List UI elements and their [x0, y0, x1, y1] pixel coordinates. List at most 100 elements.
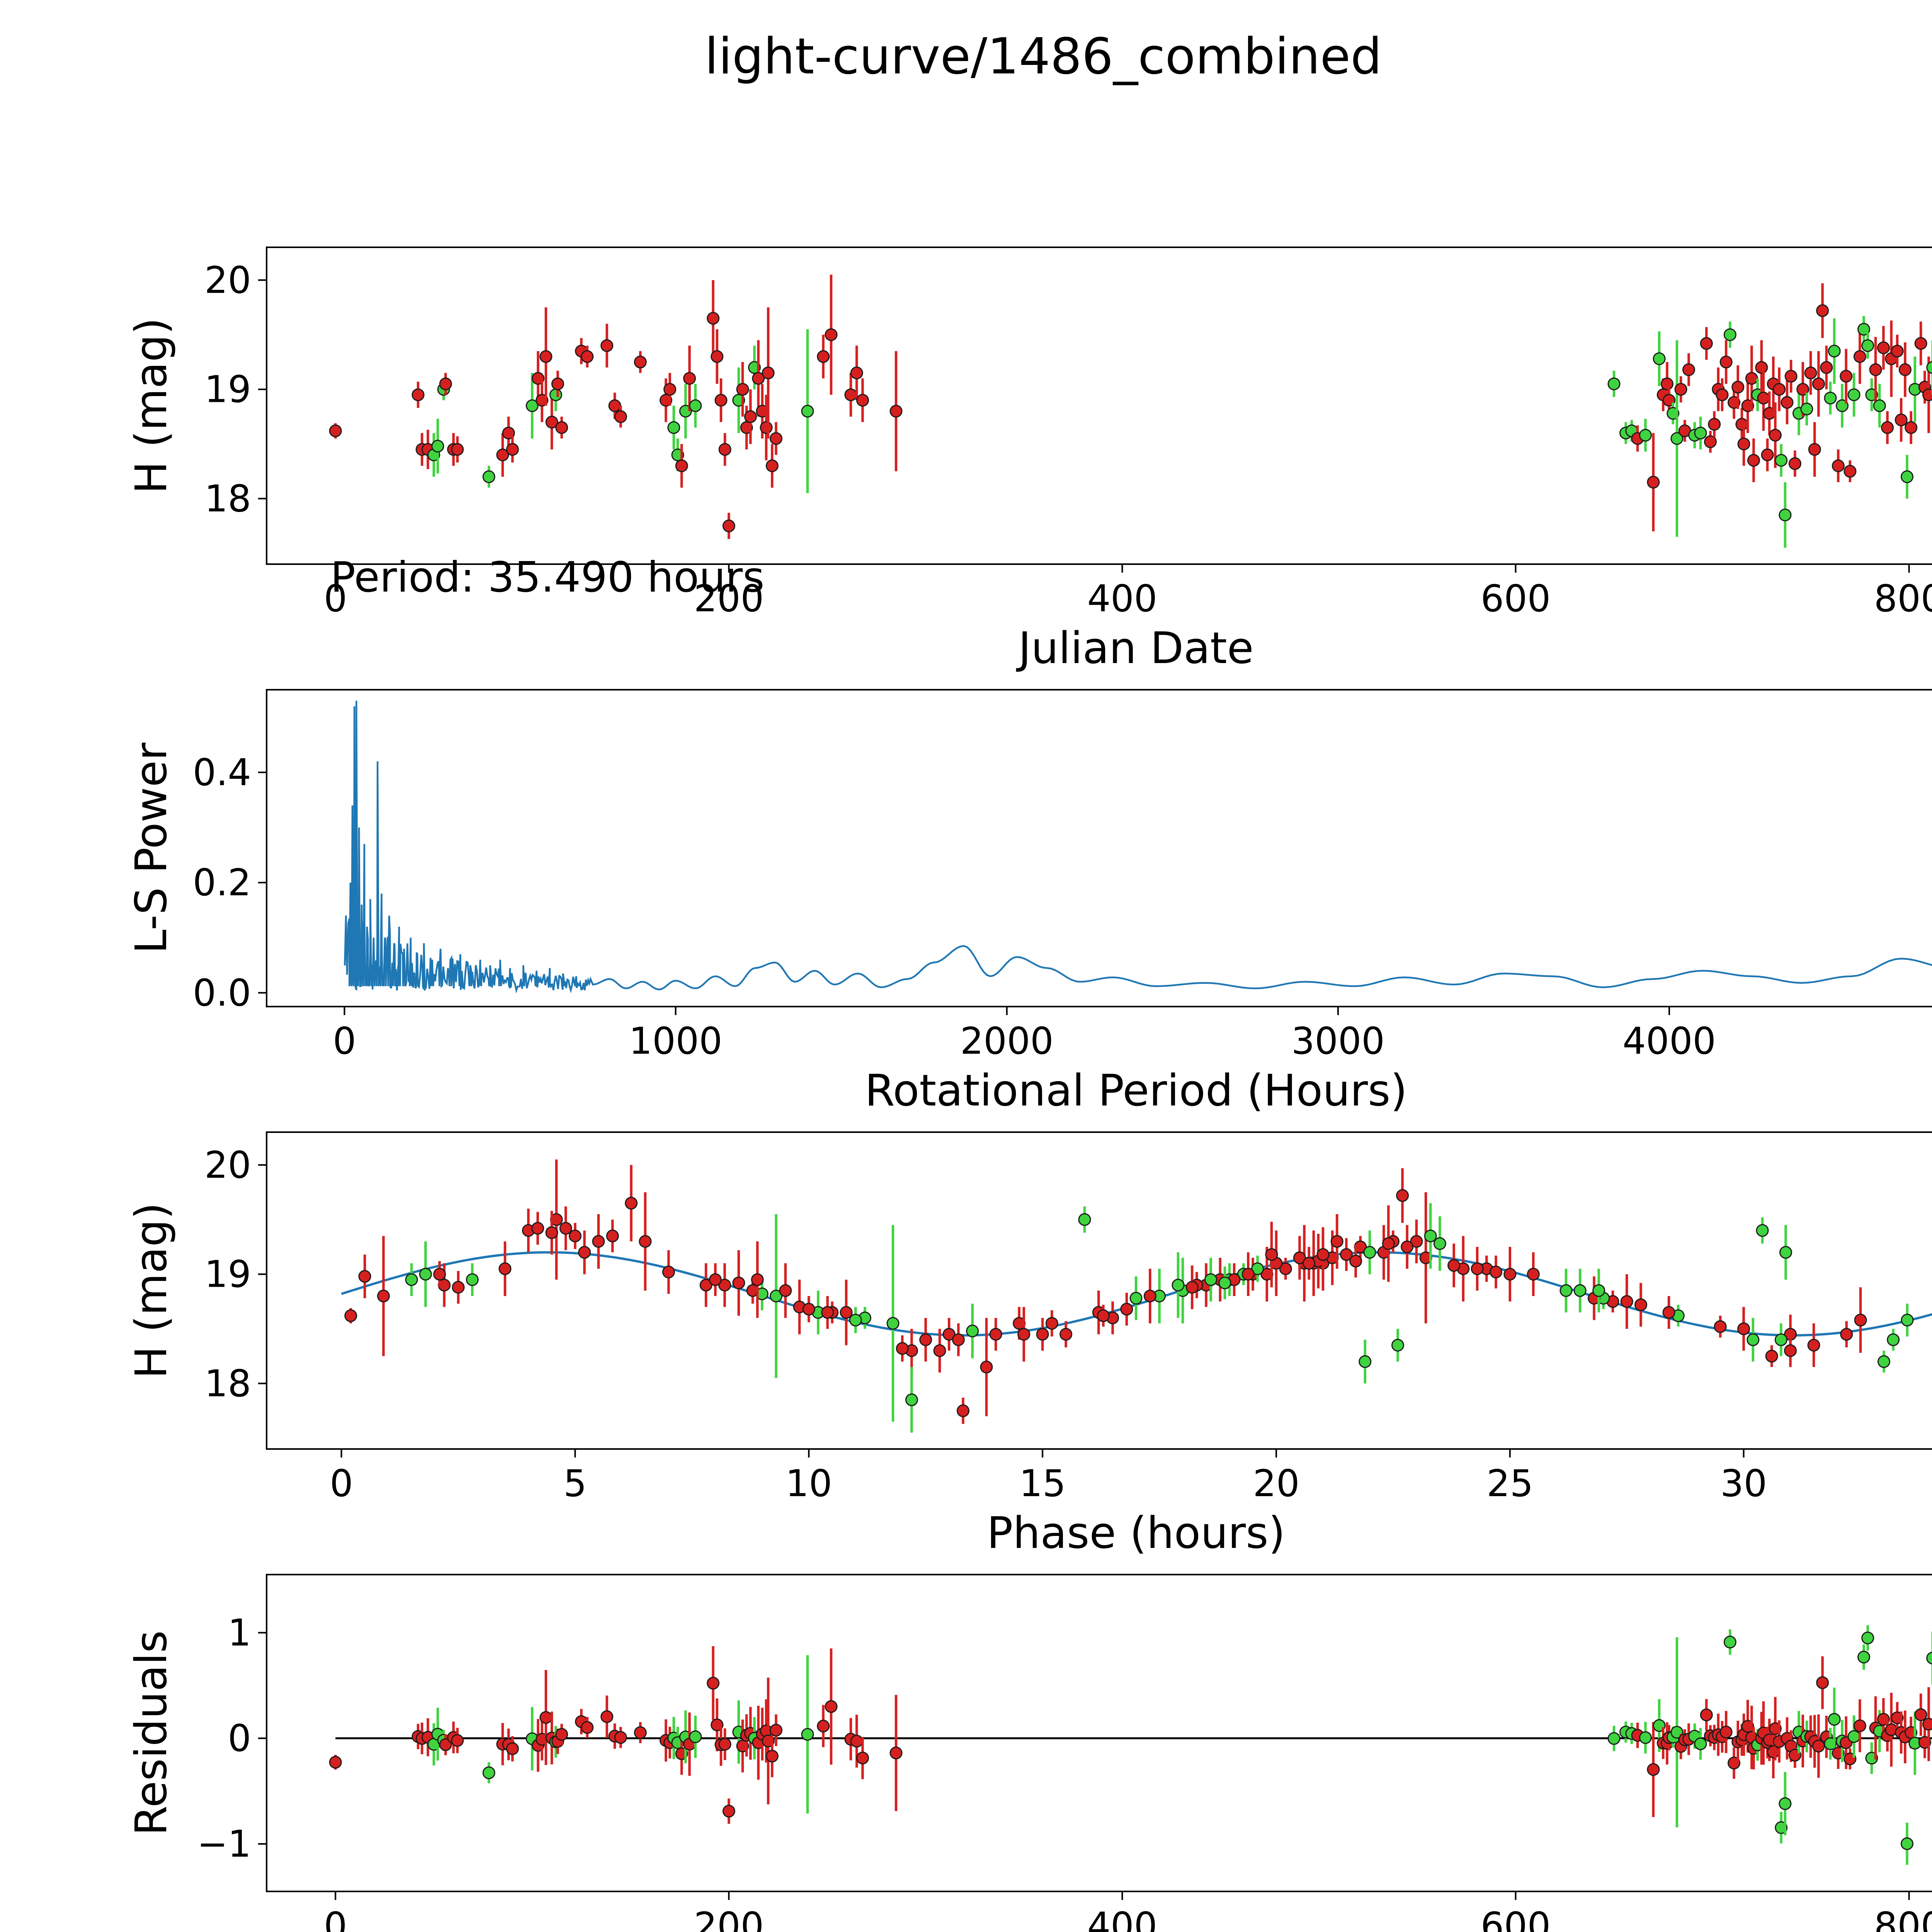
data-point — [551, 377, 564, 390]
data-point — [718, 443, 731, 456]
x-tick-label: 600 — [1481, 578, 1551, 620]
data-point — [802, 1303, 815, 1316]
data-point — [498, 1262, 512, 1275]
data-point — [744, 410, 757, 423]
data-point — [1204, 1273, 1218, 1286]
data-point — [1737, 1322, 1750, 1335]
data-point — [1877, 341, 1890, 354]
data-point — [539, 1711, 553, 1724]
x-tick-label: 600 — [1481, 1905, 1551, 1932]
data-point — [817, 350, 830, 363]
data-point — [555, 1728, 568, 1741]
data-point — [506, 1742, 519, 1755]
data-point — [405, 1273, 418, 1286]
data-point — [1816, 1676, 1829, 1689]
data-point — [1639, 1731, 1652, 1744]
data-point — [568, 1230, 582, 1243]
data-point — [751, 1273, 764, 1286]
data-point — [1723, 1636, 1736, 1649]
data-point — [769, 432, 782, 445]
data-point — [1662, 1306, 1675, 1319]
data-point — [1926, 1651, 1932, 1665]
data-point — [1708, 418, 1721, 431]
data-point — [1922, 388, 1932, 401]
data-point — [1607, 1732, 1621, 1745]
data-point — [718, 1279, 731, 1292]
y-tick-label: 20 — [204, 259, 251, 302]
data-point — [1765, 1350, 1778, 1363]
data-point — [1847, 388, 1861, 401]
y-tick-label: 18 — [204, 1362, 251, 1405]
data-point — [956, 1404, 969, 1417]
x-tick-label: 25 — [1486, 1463, 1533, 1505]
data-point — [1901, 1313, 1914, 1327]
data-point — [1503, 1268, 1517, 1281]
data-point — [1808, 443, 1821, 456]
data-point — [1045, 1317, 1058, 1330]
data-point — [1279, 1262, 1292, 1275]
data-point — [1824, 391, 1837, 405]
data-point — [1714, 1320, 1727, 1333]
data-point — [1812, 1740, 1825, 1753]
data-point — [707, 1677, 720, 1690]
data-point — [1861, 339, 1874, 352]
data-point — [614, 1731, 627, 1744]
data-point — [667, 421, 680, 434]
data-point — [1719, 355, 1733, 369]
subplot-periodogram: 0100020003000400050000.00.20.4Rotational… — [126, 689, 1932, 1116]
y-tick-label: 1 — [228, 1612, 251, 1654]
x-tick-label: 800 — [1874, 1905, 1932, 1932]
data-point — [1769, 429, 1782, 442]
data-point — [1527, 1268, 1540, 1281]
y-axis-label: H (mag) — [126, 1202, 177, 1379]
data-point — [1694, 427, 1707, 440]
data-point — [419, 1268, 432, 1281]
data-point — [1745, 372, 1758, 385]
data-point — [1796, 383, 1810, 396]
data-point — [1788, 457, 1801, 470]
data-point — [722, 1804, 735, 1818]
data-point — [614, 410, 627, 423]
y-tick-label: 19 — [204, 369, 251, 411]
data-point — [711, 350, 724, 363]
data-point — [1097, 1309, 1110, 1322]
y-tick-label: 18 — [204, 478, 251, 520]
x-tick-label: 4000 — [1622, 1020, 1716, 1063]
x-tick-label: 0 — [324, 1905, 347, 1932]
data-point — [718, 1738, 731, 1751]
data-point — [889, 405, 903, 418]
x-tick-label: 0 — [333, 1020, 356, 1063]
data-point — [1832, 459, 1845, 473]
data-point — [482, 470, 495, 483]
data-point — [1639, 429, 1652, 442]
data-point — [1881, 421, 1894, 434]
data-point — [1694, 1737, 1707, 1750]
data-point — [825, 328, 838, 341]
data-point — [1804, 366, 1817, 379]
data-point — [1316, 1248, 1330, 1261]
data-point — [722, 519, 735, 532]
data-point — [1914, 337, 1927, 350]
data-point — [1634, 1298, 1647, 1311]
data-point — [1330, 1235, 1344, 1248]
data-point — [770, 1289, 783, 1303]
data-point — [662, 1265, 675, 1279]
data-point — [496, 448, 509, 461]
data-point — [1926, 361, 1932, 374]
y-axis-label: L-S Power — [126, 742, 177, 954]
data-point — [889, 1747, 903, 1760]
data-point — [760, 421, 773, 434]
data-point — [600, 339, 614, 352]
x-tick-label: 0 — [324, 578, 347, 620]
data-point — [451, 443, 464, 456]
data-point — [663, 383, 677, 396]
x-tick-label: 200 — [694, 1905, 764, 1932]
data-point — [762, 366, 775, 379]
data-point — [1914, 1708, 1927, 1721]
data-point — [856, 394, 869, 407]
data-point — [1905, 421, 1918, 434]
data-point — [1143, 1289, 1156, 1303]
data-point — [1670, 432, 1684, 445]
data-point — [1869, 363, 1882, 376]
y-tick-label: 0.4 — [193, 752, 251, 794]
